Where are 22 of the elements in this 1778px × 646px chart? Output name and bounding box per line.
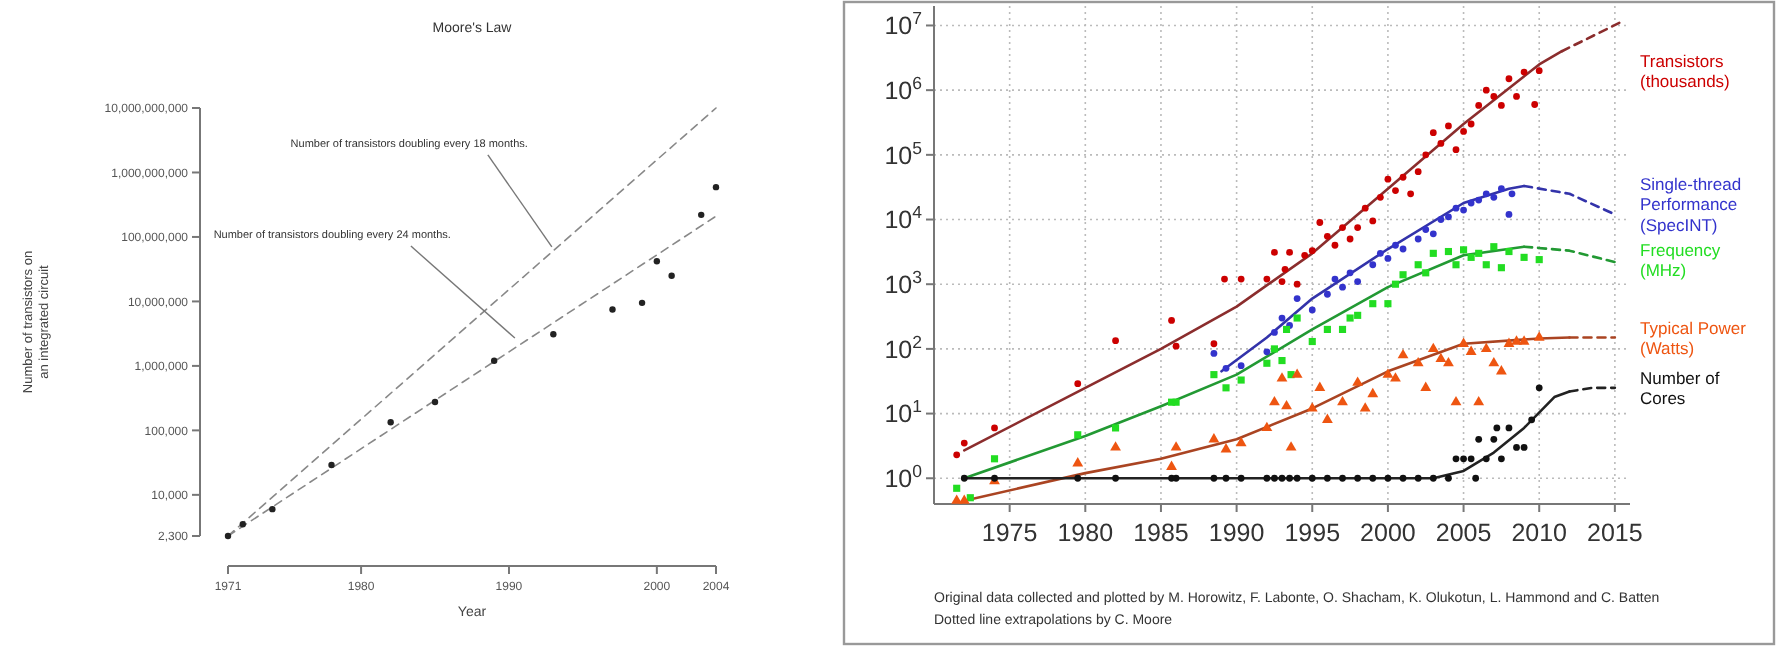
x-tick-label: 2000: [1360, 519, 1416, 547]
y-tick-label: 10$^{5}$: [884, 137, 923, 170]
text: Transistors (thousands): [1640, 50, 1731, 92]
x-tick-label: 2015: [1587, 519, 1643, 547]
x-tick-label: 1980: [1057, 519, 1114, 547]
y-tick-label: 10$^{4}$: [884, 202, 923, 235]
y-tick-label: 10$^{1}$: [884, 396, 923, 429]
x-tick-label: 2005: [1435, 519, 1492, 547]
y-tick-label: 10$^{6}$: [884, 72, 923, 105]
y-tick-label: 10$^{0}$: [884, 461, 923, 494]
text: Frequency (MHz): [1640, 239, 1722, 281]
text: Single-thread Performance (SpecINT): [1640, 173, 1742, 235]
text: Typical Power (Watts): [1640, 317, 1747, 358]
x-tick-label: 1985: [1133, 519, 1189, 547]
x-tick-label: 2010: [1511, 519, 1568, 547]
y-tick-label: 10$^{3}$: [884, 266, 923, 299]
x-tick-label: 1990: [1208, 519, 1265, 547]
x-tick-label: 1975: [981, 519, 1038, 547]
x-tick-label: 1995: [1284, 519, 1341, 547]
y-tick-label: 10$^{2}$: [884, 331, 923, 364]
text: Number of Cores: [1640, 367, 1721, 409]
y-tick-label: 10$^{7}$: [884, 8, 923, 41]
